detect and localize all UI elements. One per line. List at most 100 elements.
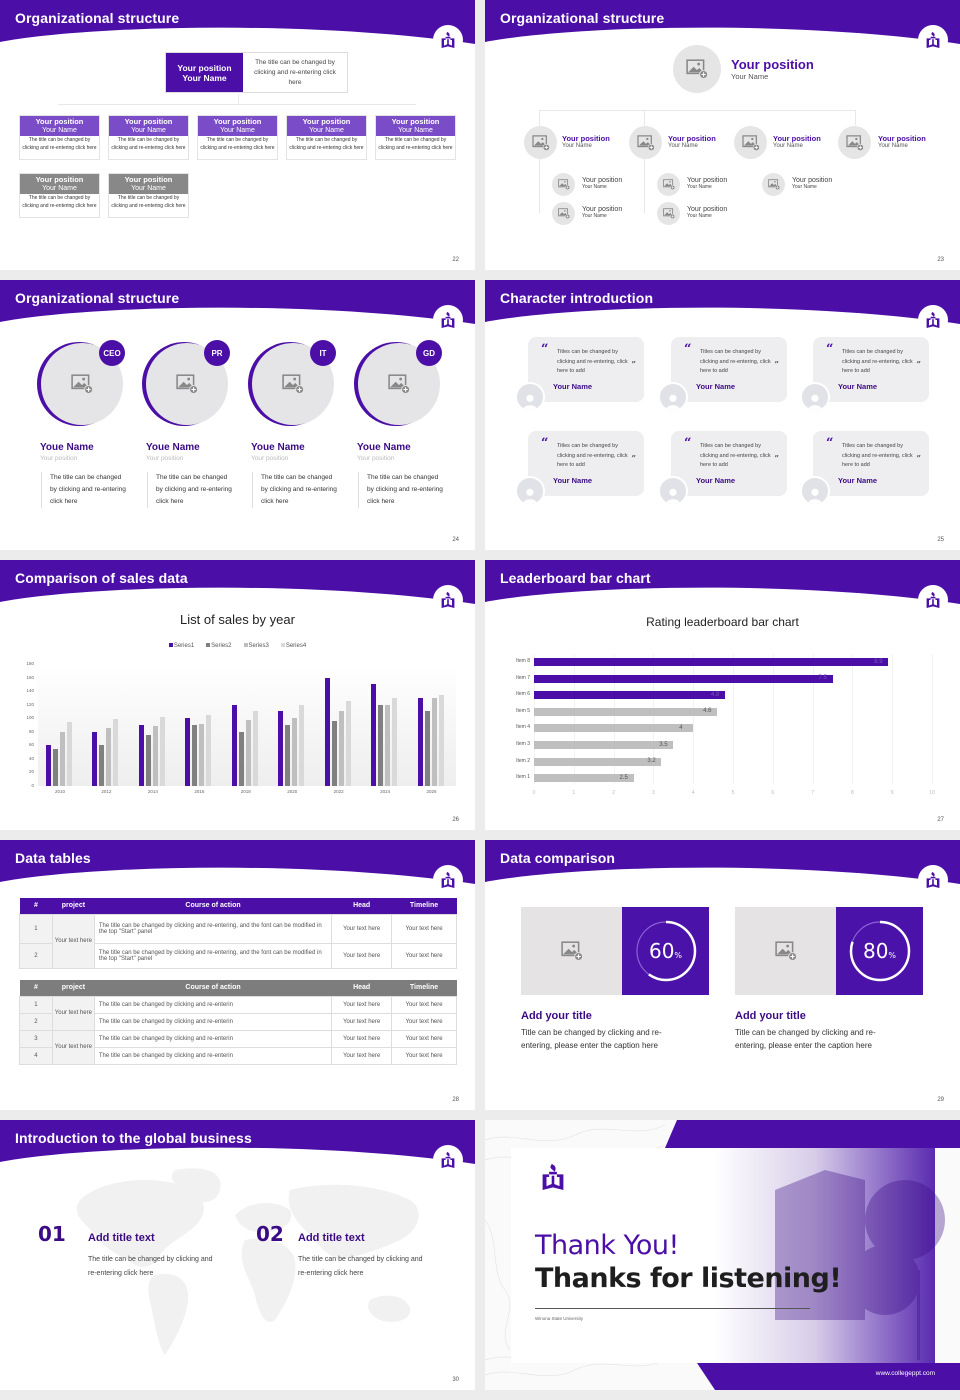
quote-card[interactable]: “ Titles can be changed by clicking and r… (515, 337, 644, 412)
avatar (800, 476, 830, 506)
header-wave (0, 840, 475, 884)
position: Your position (177, 62, 232, 73)
y-label: Item 5 (516, 707, 530, 714)
close-quote-icon: ” (774, 453, 779, 463)
slide-30-global-business[interactable]: Introduction to the global business 01 A… (0, 1120, 475, 1390)
description: The title can be changed by clicking and… (254, 58, 336, 86)
bar-value-label: 4.6 (703, 708, 712, 715)
slide-29-data-comparison[interactable]: Data comparison 60% Add your title Title… (485, 840, 960, 1110)
slide-26-sales-chart[interactable]: Comparison of sales data List of sales b… (0, 560, 475, 830)
photo-placeholder[interactable] (838, 126, 871, 159)
photo-placeholder[interactable] (734, 126, 767, 159)
name: Your Name (731, 72, 769, 81)
gridline (653, 654, 655, 784)
photo-placeholder[interactable] (735, 907, 836, 995)
team-photo[interactable]: PR (142, 340, 230, 428)
x-tick: 2018 (240, 789, 251, 794)
position-card[interactable]: Your position Your Name The title can be c… (108, 115, 189, 160)
bar (145, 735, 151, 786)
bar-value-label: 3.5 (659, 741, 668, 748)
y-tick: 0 (31, 783, 34, 788)
bar (60, 731, 65, 786)
quote-card[interactable]: “ Titles can be changed by clicking and r… (515, 431, 644, 506)
slide-24-team[interactable]: Organizational structure CEO PR IT GD Yo… (0, 280, 475, 550)
table-row: 3 Your text here The title can be change… (19, 1029, 457, 1065)
slide-22-org-chart[interactable]: Organizational structure Your position Yo… (0, 0, 475, 270)
action-cell: The title can be changed by clicking and… (93, 1046, 333, 1065)
open-quote-icon: “ (684, 342, 692, 357)
position-card[interactable]: Your position Your Name The title can be c… (375, 115, 456, 160)
x-tick: 2022 (333, 789, 344, 794)
website-link[interactable]: www.collegeppt.com (875, 1370, 935, 1377)
bar-value-label: 4.8 (711, 691, 720, 698)
image-placeholder-icon (663, 208, 675, 219)
slide-27-leaderboard[interactable]: Leaderboard bar chart Rating leaderboard… (485, 560, 960, 830)
slide-25-character-intro[interactable]: Character introduction “ Titles can be ch… (485, 280, 960, 550)
quote-card[interactable]: “ Titles can be changed by clicking and r… (658, 431, 787, 506)
name: Your Name (562, 143, 592, 149)
user-icon (521, 392, 539, 410)
position-label: Your position Your Name (582, 177, 622, 190)
column-header: Head (331, 898, 392, 914)
chart-title: Rating leaderboard bar chart (646, 615, 799, 629)
comparison-panel[interactable]: 60% (521, 907, 709, 995)
photo-placeholder[interactable] (657, 173, 680, 196)
timeline-cell: Your text here (391, 913, 457, 944)
position: Your position (124, 175, 173, 184)
university-logo-icon (540, 1160, 566, 1194)
position: Your position (582, 177, 623, 184)
description: The title can be changed by clicking and… (22, 195, 97, 209)
photo-placeholder[interactable] (657, 202, 680, 225)
position: Your position (687, 177, 728, 184)
gridline (573, 654, 575, 784)
position-card[interactable]: Your position Your Name The title can be c… (197, 115, 278, 160)
person-name: Youe Name (251, 442, 305, 453)
action-cell: The title can be changed by clicking and… (93, 995, 333, 1014)
quote-card[interactable]: “ Titles can be changed by clicking and r… (658, 337, 787, 412)
row-number: 3 (19, 1029, 53, 1048)
position-card-gray[interactable]: Your position Your Name The title can be c… (19, 173, 100, 218)
quote-card[interactable]: “ Titles can be changed by clicking and r… (800, 431, 929, 506)
item-description: The title can be changed by clicking and… (298, 1256, 423, 1277)
position-label: Your position Your Name (562, 134, 610, 149)
position-card-gray[interactable]: Your position Your Name The title can be c… (108, 173, 189, 218)
y-label: Item 3 (516, 741, 530, 747)
team-photo[interactable]: CEO (37, 340, 125, 428)
photo-placeholder[interactable] (629, 126, 662, 159)
name: Your Name (42, 127, 77, 134)
photo-placeholder[interactable] (673, 45, 721, 93)
team-photo[interactable]: GD (354, 340, 442, 428)
position-label: Your position Your Name (687, 206, 727, 219)
bar (231, 704, 237, 786)
bar (245, 719, 251, 786)
slide-31-thank-you[interactable]: Thank You! Thanks for listening! Winona … (485, 1120, 960, 1390)
avatar (515, 476, 545, 506)
photo-placeholder[interactable] (552, 202, 575, 225)
person-position: Your position (40, 455, 78, 462)
connector-line (855, 110, 856, 125)
photo-placeholder[interactable] (524, 126, 557, 159)
position-card[interactable]: Your position Your Name The title can be c… (286, 115, 367, 160)
header-wave (485, 840, 960, 884)
comparison-panel[interactable]: 80% (735, 907, 923, 995)
bar (67, 721, 72, 786)
photo-placeholder[interactable] (552, 173, 575, 196)
team-photo[interactable]: IT (248, 340, 336, 428)
thanks-for-listening-heading: Thanks for listening! (535, 1263, 842, 1294)
slide-28-data-tables[interactable]: Data tables # project Course of action H… (0, 840, 475, 1110)
gridline (852, 654, 854, 784)
connector-line (644, 110, 645, 213)
top-position-box[interactable]: Your position Your Name The title can be … (165, 52, 348, 93)
header-wave (485, 560, 960, 604)
table-row: 2 The title can be changed by clicking a… (19, 1012, 457, 1031)
university-logo-icon (918, 305, 948, 335)
slide-23-org-chart[interactable]: Organizational structure Your position Y… (485, 0, 960, 270)
photo-placeholder[interactable] (521, 907, 622, 995)
bar-value-label: 3.2 (647, 758, 656, 765)
name: Your Name (131, 127, 166, 134)
position-card[interactable]: Your position Your Name The title can be c… (19, 115, 100, 160)
photo-placeholder[interactable] (762, 173, 785, 196)
bar (417, 697, 423, 786)
quote-card[interactable]: “ Titles can be changed by clicking and r… (800, 337, 929, 412)
bar (99, 745, 105, 786)
